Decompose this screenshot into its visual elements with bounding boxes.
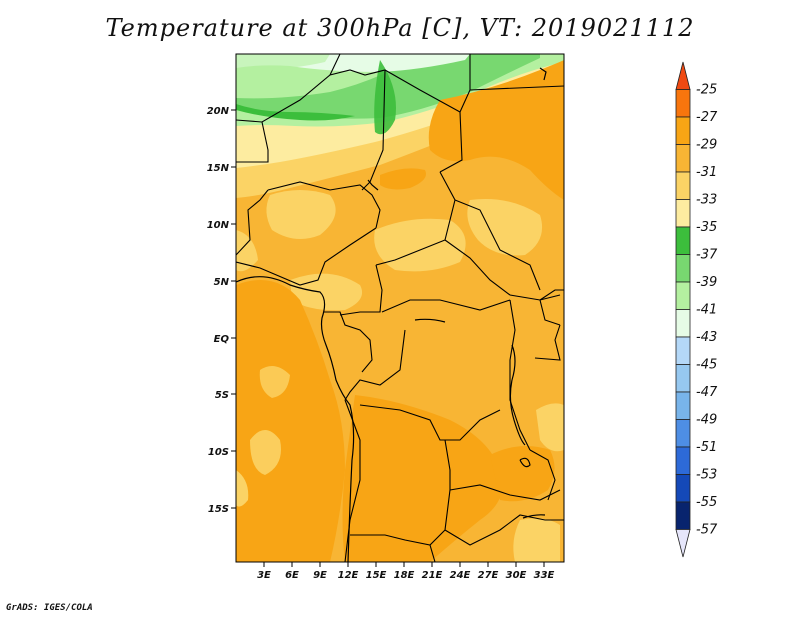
colorbar: -25 -27 -29 -31 -33 -35 -37 -39 -41 -43 -45 -47 -49 -…: [675, 61, 718, 558]
colorbar-label: -51: [696, 440, 717, 455]
lat-label-20n: 20N: [207, 106, 230, 117]
lon-label-21e: 21E: [422, 570, 443, 581]
colorbar-label: -53: [696, 468, 717, 483]
lon-label-15e: 15E: [366, 570, 387, 581]
grads-credit: GrADS: IGES/COLA: [6, 603, 93, 613]
lon-label-24e: 24E: [450, 570, 471, 581]
colorbar-label: -37: [696, 248, 718, 263]
colorbar-label: -45: [696, 358, 717, 373]
colorbar-label: -31: [696, 165, 717, 180]
colorbar-swatch: [675, 171, 691, 200]
colorbar-swatch: [675, 529, 691, 558]
colorbar-label: -35: [696, 220, 717, 235]
colorbar-label: -41: [696, 303, 717, 318]
lat-label-eq: EQ: [214, 334, 230, 345]
colorbar-swatch: [675, 309, 691, 338]
lat-label-5n: 5N: [214, 277, 230, 288]
lat-label-15n: 15N: [207, 163, 230, 174]
colorbar-label: -57: [696, 523, 718, 538]
colorbar-swatch: [675, 61, 691, 90]
colorbar-swatch: [675, 364, 691, 393]
colorbar-label: -43: [696, 330, 717, 345]
lon-label-30e: 30E: [506, 570, 527, 581]
colorbar-label: -33: [696, 193, 717, 208]
lon-label-27e: 27E: [478, 570, 499, 581]
chart-title: Temperature at 300hPa [C], VT: 201902111…: [105, 14, 695, 42]
temperature-field: [236, 54, 564, 562]
lon-label-6e: 6E: [285, 570, 299, 581]
colorbar-swatch: [675, 199, 691, 228]
lat-label-10n: 10N: [207, 220, 230, 231]
lon-label-12e: 12E: [338, 570, 359, 581]
colorbar-swatch: [675, 116, 691, 145]
lon-label-18e: 18E: [394, 570, 415, 581]
colorbar-swatch: [675, 419, 691, 448]
colorbar-label: -55: [696, 495, 717, 510]
lon-label-3e: 3E: [257, 570, 271, 581]
colorbar-label: -25: [696, 83, 717, 98]
lon-labels: 3E 6E 9E 12E 15E 18E 21E 24E 27E 30E 33E: [257, 570, 554, 581]
colorbar-swatch: [675, 89, 691, 118]
colorbar-label: -29: [696, 138, 717, 153]
colorbar-swatch: [675, 391, 691, 420]
lon-label-9e: 9E: [313, 570, 327, 581]
colorbar-swatch: [675, 144, 691, 173]
colorbar-swatch: [675, 254, 691, 283]
colorbar-swatch: [675, 336, 691, 365]
lon-tick-marks: [263, 562, 545, 567]
lat-label-10s: 10S: [208, 447, 229, 458]
lat-tick-marks: [231, 109, 236, 509]
map-frame: [235, 53, 565, 563]
colorbar-label: -27: [696, 110, 718, 125]
colorbar-label: -39: [696, 275, 717, 290]
colorbar-label: -49: [696, 413, 717, 428]
lat-labels: 20N 15N 10N 5N EQ 5S 10S 15S: [207, 106, 230, 515]
lat-label-15s: 15S: [208, 504, 229, 515]
colorbar-swatch: [675, 446, 691, 475]
coastline: [236, 67, 547, 562]
colorbar-swatch: [675, 474, 691, 503]
lat-label-5s: 5S: [215, 390, 229, 401]
country-borders: [236, 54, 564, 562]
colorbar-swatch: [675, 226, 691, 255]
colorbar-swatch: [675, 501, 691, 530]
colorbar-label: -47: [696, 385, 718, 400]
lon-label-33e: 33E: [534, 570, 555, 581]
colorbar-swatch: [675, 281, 691, 310]
